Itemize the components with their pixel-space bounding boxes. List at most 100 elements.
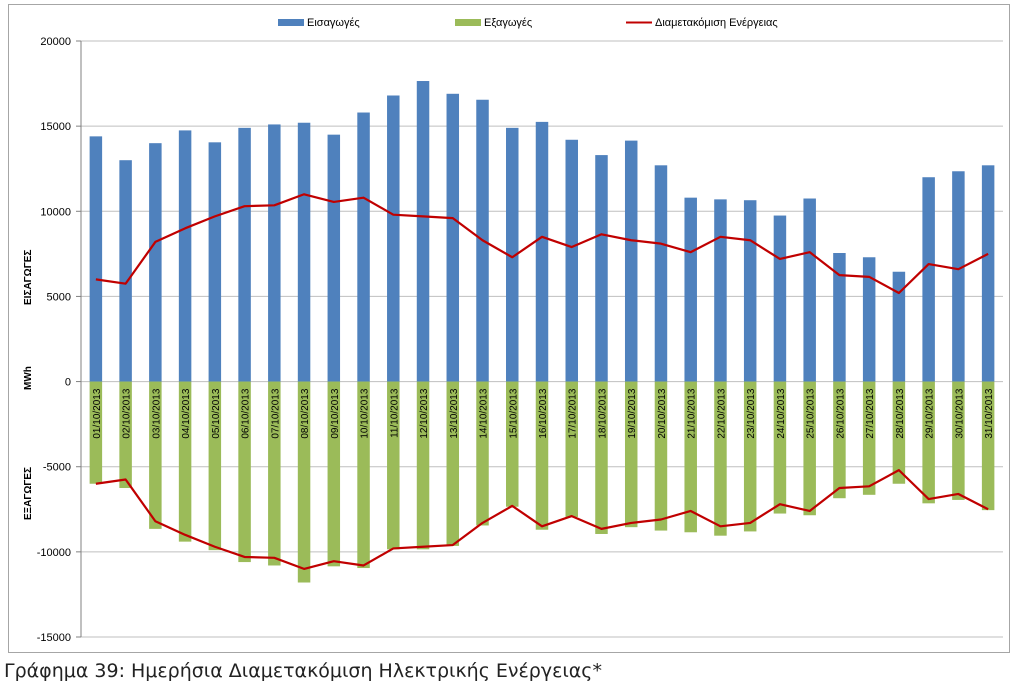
category-label: 24/10/2013 (776, 388, 787, 438)
y-tick-label: -15000 (37, 632, 71, 644)
y-tick-label: -5000 (43, 462, 71, 474)
import-bar (595, 155, 608, 382)
import-bar (89, 136, 103, 382)
legend-swatch-imports (278, 19, 304, 26)
category-label: 13/10/2013 (449, 388, 460, 438)
legend: Εισαγωγές Εξαγωγές Διαμετακόμιση Ενέργει… (278, 17, 778, 29)
import-bar (565, 139, 578, 382)
export-bar (922, 381, 935, 504)
export-bar (416, 381, 430, 550)
category-label: 16/10/2013 (538, 388, 549, 438)
export-bar (327, 381, 341, 567)
chart-svg: Εισαγωγές Εξαγωγές Διαμετακόμιση Ενέργει… (23, 17, 1003, 644)
y-tick-label: 10000 (40, 206, 71, 218)
import-bar (297, 122, 311, 382)
transit-lines (95, 193, 989, 570)
export-bar (714, 381, 727, 536)
export-bar (387, 381, 400, 550)
category-label: 20/10/2013 (657, 388, 668, 438)
export-bar (981, 381, 995, 511)
figure-caption: Γράφημα 39: Ημερήσια Διαμετακόμιση Ηλεκτ… (4, 660, 602, 682)
category-label: 02/10/2013 (122, 388, 133, 438)
category-label: 29/10/2013 (925, 388, 936, 438)
category-label: 12/10/2013 (419, 388, 430, 438)
export-bar (506, 381, 519, 507)
export-bar (773, 381, 787, 514)
import-bar (684, 197, 697, 382)
export-bar (952, 381, 965, 500)
y-tick-labels: 20000 15000 10000 5000 0 -5000 -10000 -15000 (37, 36, 71, 644)
export-bar (654, 381, 668, 531)
export-bar (208, 381, 222, 551)
export-bar (476, 381, 489, 526)
category-label: 09/10/2013 (330, 388, 341, 438)
import-bar (981, 165, 995, 382)
category-label: 19/10/2013 (627, 388, 638, 438)
category-label: 05/10/2013 (211, 388, 222, 438)
legend-swatch-exports (455, 19, 481, 26)
import-bar (268, 124, 281, 382)
category-label: 27/10/2013 (865, 388, 876, 438)
y-axis-title-exports: ΕΞΑΓΩΓΕΣ (23, 467, 34, 520)
export-bar (357, 381, 370, 569)
category-label: 21/10/2013 (687, 388, 698, 438)
category-label: 17/10/2013 (568, 388, 579, 438)
export-bar (743, 381, 757, 532)
import-bar (862, 257, 876, 382)
category-label: 14/10/2013 (479, 388, 490, 438)
export-bar (149, 381, 162, 529)
category-label: 03/10/2013 (151, 388, 162, 438)
category-labels: 01/10/2013 02/10/2013 03/10/2013 04/10/2013… (92, 388, 995, 438)
legend-label-transit: Διαμετακόμιση Ενέργειας (655, 17, 778, 29)
y-tick-label: 20000 (40, 36, 71, 48)
import-bar (357, 112, 370, 382)
y-tick-label: 5000 (47, 291, 71, 303)
y-tick-label: 0 (65, 377, 71, 389)
import-bar (624, 140, 638, 382)
import-bar (327, 134, 341, 382)
import-bar (535, 121, 549, 382)
export-bar (833, 381, 846, 499)
export-bar (89, 381, 103, 484)
chart-frame: Εισαγωγές Εξαγωγές Διαμετακόμιση Ενέργει… (8, 4, 1010, 653)
y-axis-title-imports: ΕΙΣΑΓΩΓΕΣ (23, 250, 34, 305)
export-bar (624, 381, 638, 528)
category-label: 25/10/2013 (806, 388, 817, 438)
category-label: 23/10/2013 (746, 388, 757, 438)
category-label: 22/10/2013 (716, 388, 727, 438)
legend-label-imports: Εισαγωγές (307, 17, 360, 29)
import-bar (506, 127, 519, 382)
bars (89, 81, 995, 583)
export-bar (535, 381, 549, 530)
export-bar (862, 381, 876, 495)
y-tick-label: 15000 (40, 121, 71, 133)
export-bar (297, 381, 311, 583)
import-bar (446, 93, 460, 382)
import-bar (773, 215, 787, 382)
category-label: 08/10/2013 (300, 388, 311, 438)
category-label: 11/10/2013 (389, 388, 400, 438)
export-bar (178, 381, 192, 542)
import-bar (743, 200, 757, 382)
export-bar (684, 381, 697, 533)
import-bar (803, 198, 816, 382)
import-bar (178, 130, 192, 382)
export-bar (803, 381, 816, 516)
category-label: 04/10/2013 (181, 388, 192, 438)
import-bar (892, 271, 906, 382)
category-label: 28/10/2013 (895, 388, 906, 438)
category-label: 26/10/2013 (835, 388, 846, 438)
y-tick-label: -10000 (37, 547, 71, 559)
import-bar (714, 199, 727, 382)
import-bar (119, 160, 132, 382)
import-bar (922, 177, 935, 382)
category-label: 15/10/2013 (508, 388, 519, 438)
category-label: 10/10/2013 (360, 388, 371, 438)
export-bar (238, 381, 251, 563)
import-bar (833, 253, 846, 382)
export-bar (565, 381, 578, 517)
export-bar (119, 381, 132, 488)
y-axis-unit: MWh (23, 366, 34, 390)
import-bar (952, 171, 965, 382)
import-bar (149, 143, 162, 382)
